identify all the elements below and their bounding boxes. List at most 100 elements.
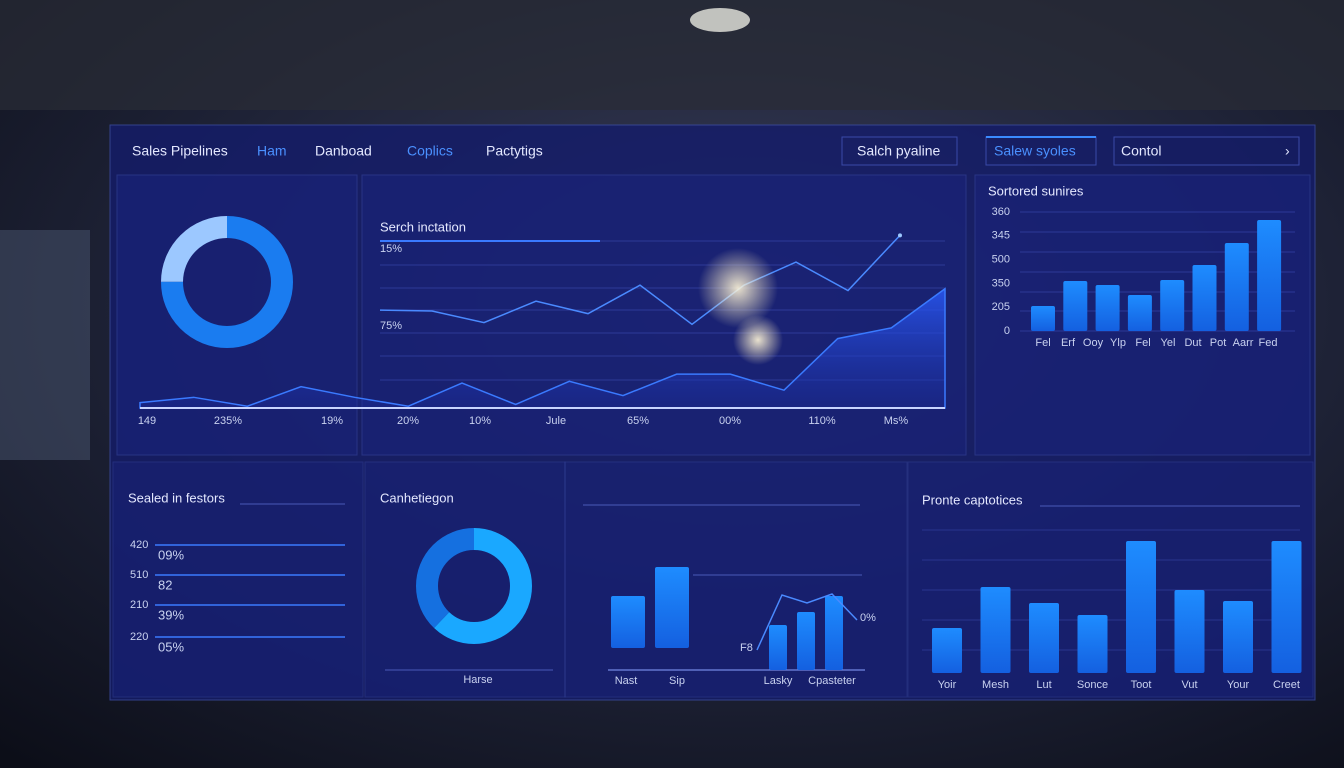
panel-title: Pronte captotices xyxy=(922,492,1023,507)
y-label: 205 xyxy=(992,301,1010,313)
bar xyxy=(769,625,787,670)
ceiling xyxy=(0,0,1344,110)
search-text[interactable]: Salch pyaline xyxy=(857,143,940,159)
x-label: 19% xyxy=(321,415,343,427)
x-label: Creet xyxy=(1273,679,1300,691)
bar xyxy=(611,596,645,648)
row-value: 220 xyxy=(130,631,148,643)
bar xyxy=(1031,306,1055,331)
x-label: Ms% xyxy=(884,415,909,427)
row-percent: 05% xyxy=(158,639,184,654)
bar xyxy=(980,587,1011,673)
x-label: Aarr xyxy=(1233,337,1254,349)
panel-title: Sealed in festors xyxy=(128,490,225,505)
filter-text[interactable]: Salew syoles xyxy=(994,143,1076,159)
bar xyxy=(1063,281,1088,331)
menu-item[interactable]: Coplics xyxy=(407,143,453,159)
y-label: 15% xyxy=(380,243,402,255)
row-percent: 39% xyxy=(158,607,184,622)
panel-title: Canhetiegon xyxy=(380,490,454,505)
window xyxy=(0,230,90,460)
bar xyxy=(825,596,843,670)
menu-item[interactable]: Danboad xyxy=(315,143,372,159)
x-label: Yel xyxy=(1161,337,1176,349)
x-label: 00% xyxy=(719,415,741,427)
search-box[interactable] xyxy=(841,136,958,166)
chevron: › xyxy=(1285,143,1290,159)
control-box[interactable] xyxy=(1113,136,1300,166)
x-label: Fed xyxy=(1259,337,1278,349)
x-label: Your xyxy=(1227,679,1250,691)
point-label: F8 xyxy=(740,642,753,654)
row-value: 420 xyxy=(130,539,148,551)
bar xyxy=(1174,590,1205,673)
bar xyxy=(1257,220,1282,331)
panel xyxy=(564,461,908,698)
donut-segment xyxy=(161,216,293,348)
panel-title: Serch inctation xyxy=(380,219,466,234)
row-value: 510 xyxy=(130,569,148,581)
x-label: Fel xyxy=(1035,337,1050,349)
x-label: Dut xyxy=(1184,337,1201,349)
y-label: 350 xyxy=(992,277,1010,289)
row-value: 210 xyxy=(130,599,148,611)
bar xyxy=(1223,601,1253,673)
ceiling-light xyxy=(690,8,750,32)
bar xyxy=(1160,280,1185,331)
x-label: 235% xyxy=(214,415,242,427)
line xyxy=(379,234,901,326)
x-label: Sonce xyxy=(1077,679,1108,691)
panel xyxy=(112,461,364,698)
row-percent: 82 xyxy=(158,577,172,592)
bar xyxy=(1271,541,1302,673)
bar xyxy=(655,567,689,648)
y-label: 500 xyxy=(992,254,1010,266)
x-label: 65% xyxy=(627,415,649,427)
bar xyxy=(1126,541,1156,673)
bar xyxy=(1127,295,1152,331)
x-label: 10% xyxy=(469,415,491,427)
panel-title: Sortored sunires xyxy=(988,183,1084,198)
y-label: 360 xyxy=(992,206,1010,218)
line xyxy=(756,593,858,651)
bar xyxy=(797,612,815,670)
control-text[interactable]: Contol xyxy=(1121,143,1161,159)
row-percent: 09% xyxy=(158,547,184,562)
bar xyxy=(1095,285,1120,331)
point-label: 0% xyxy=(860,612,876,624)
area xyxy=(139,287,946,409)
menu-item[interactable]: Pactytigs xyxy=(486,143,543,159)
x-label: Sip xyxy=(669,675,685,687)
menu-item[interactable]: Ham xyxy=(257,143,287,159)
x-label: 149 xyxy=(138,415,156,427)
x-label: Fel xyxy=(1135,337,1150,349)
x-label: Yoir xyxy=(938,679,957,691)
x-label: 110% xyxy=(808,415,836,427)
light-glare xyxy=(733,315,783,365)
brand: Sales Pipelines xyxy=(132,143,228,159)
x-label: Mesh xyxy=(982,679,1009,691)
x-label: Jule xyxy=(546,415,566,427)
bar xyxy=(932,628,962,673)
bar xyxy=(1029,603,1059,673)
dot xyxy=(898,233,902,238)
x-label: Toot xyxy=(1131,679,1152,691)
light-glare xyxy=(698,248,778,328)
caption: Harse xyxy=(463,674,492,686)
y-label: 0 xyxy=(1004,325,1010,337)
x-label: Pot xyxy=(1210,337,1227,349)
x-label: Vut xyxy=(1181,679,1197,691)
bar xyxy=(1224,243,1249,331)
x-label: Lasky xyxy=(764,675,793,687)
bar xyxy=(1077,615,1108,673)
y-label: 345 xyxy=(992,230,1010,242)
bar xyxy=(1192,265,1217,331)
y-label: 75% xyxy=(380,320,402,332)
x-label: Cpasteter xyxy=(808,675,856,687)
x-label: Lut xyxy=(1036,679,1051,691)
x-label: Ooy xyxy=(1083,337,1104,349)
x-label: Ylp xyxy=(1110,337,1126,349)
donut-segment xyxy=(416,528,532,644)
